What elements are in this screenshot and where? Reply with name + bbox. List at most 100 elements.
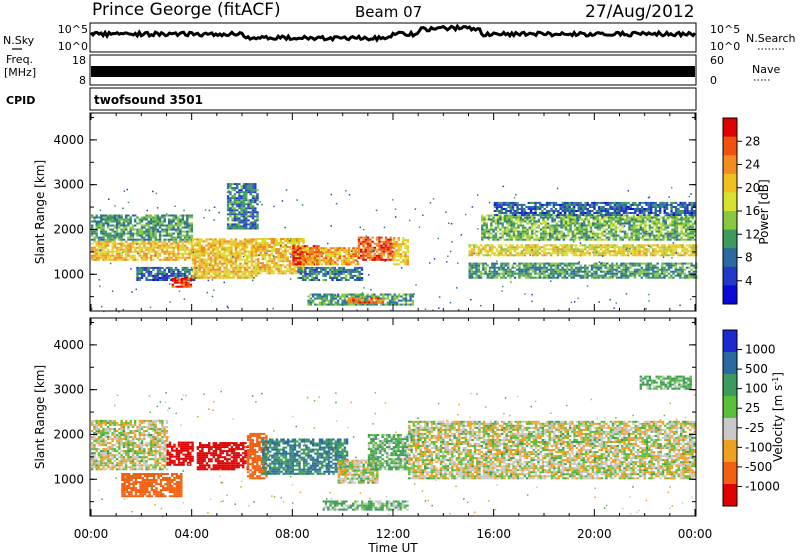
heatmap-cell <box>239 242 242 245</box>
heatmap-cell <box>284 248 287 251</box>
heatmap-cell <box>247 201 250 204</box>
heatmap-cell <box>542 238 545 241</box>
heatmap-cell <box>317 270 321 273</box>
heatmap-cell <box>569 222 572 225</box>
heatmap-cell <box>667 250 671 253</box>
heatmap-cell <box>530 232 534 235</box>
heatmap-cell <box>106 248 110 251</box>
heatmap-cell <box>675 224 679 227</box>
heatmap-cell <box>608 276 612 279</box>
heatmap-cell <box>304 279 307 281</box>
heatmap-cell <box>343 299 347 302</box>
heatmap-cell <box>198 258 201 261</box>
heatmap-cell <box>261 270 264 273</box>
heatmap-cell <box>251 189 255 192</box>
heatmap-cell <box>143 258 146 261</box>
heatmap-cell <box>509 272 512 275</box>
heatmap-cell <box>91 258 94 261</box>
heatmap-cell <box>391 295 394 298</box>
heatmap-cell <box>309 293 313 296</box>
heatmap-cell <box>106 220 110 223</box>
heatmap-cell <box>349 270 352 273</box>
heatmap-cell <box>172 232 175 235</box>
heatmap-cell <box>569 216 572 219</box>
heatmap-cell <box>661 276 664 279</box>
heatmap-cell <box>227 260 231 263</box>
heatmap-cell <box>473 276 476 279</box>
heatmap-cell <box>196 250 199 253</box>
heatmap-cell <box>170 234 173 237</box>
heatmap-cell <box>156 228 160 231</box>
heatmap-cell <box>170 220 173 223</box>
heatmap-cell <box>483 228 486 231</box>
heatmap-cell <box>671 224 674 227</box>
heatmap-cell <box>163 240 166 243</box>
heatmap-cell <box>626 232 629 235</box>
heatmap-cell <box>663 262 666 265</box>
heatmap-cell <box>207 262 210 265</box>
heatmap-cell <box>190 214 194 217</box>
heatmap-cell <box>293 270 296 273</box>
heatmap-cell <box>249 211 252 214</box>
heatmap-cell <box>230 240 233 243</box>
heatmap-cell <box>293 244 296 246</box>
heatmap-cell <box>529 246 533 249</box>
heatmap-cell <box>536 268 539 271</box>
heatmap-cell <box>181 222 184 225</box>
heatmap-cell <box>145 230 148 233</box>
heatmap-cell <box>102 254 105 257</box>
heatmap-cell <box>168 244 171 247</box>
heatmap-cell <box>389 299 392 302</box>
heatmap-cell <box>617 218 620 221</box>
heatmap-cell <box>407 303 410 306</box>
heatmap-cell <box>656 268 659 271</box>
heatmap-cell <box>268 254 271 257</box>
heatmap-cell <box>583 234 586 237</box>
heatmap-cell <box>360 272 364 275</box>
heatmap-cell <box>161 234 164 237</box>
heatmap-cell <box>404 299 408 302</box>
heatmap-cell <box>115 252 119 255</box>
heatmap-cell <box>518 262 521 265</box>
heatmap-cell <box>556 276 560 279</box>
heatmap-cell <box>273 238 276 240</box>
heatmap-cell <box>311 249 314 252</box>
heatmap-cell <box>669 236 672 239</box>
heatmap-cell <box>177 228 180 231</box>
heatmap-cell <box>358 266 361 269</box>
heatmap-cell <box>560 224 563 227</box>
heatmap-cell <box>621 218 624 221</box>
heatmap-cell <box>332 295 335 298</box>
heatmap-cell <box>257 242 260 244</box>
heatmap-cell <box>237 266 240 269</box>
heatmap-cell <box>149 270 153 273</box>
heatmap-cell <box>648 232 652 235</box>
heatmap-cell <box>177 244 180 247</box>
heatmap-cell <box>120 248 123 251</box>
heatmap-cell <box>684 230 688 233</box>
heatmap-cell <box>120 242 123 245</box>
heatmap-cell <box>681 250 684 253</box>
heatmap-cell <box>624 266 628 269</box>
heatmap-cell <box>528 226 531 229</box>
heatmap-cell <box>406 241 409 244</box>
heatmap-cell <box>673 222 676 225</box>
heatmap-cell <box>475 266 478 269</box>
heatmap-cell <box>517 226 520 229</box>
heatmap-cell <box>154 226 157 229</box>
heatmap-cell <box>188 248 191 251</box>
heatmap-cell <box>154 228 157 231</box>
heatmap-cell <box>247 227 250 230</box>
cpid-panel <box>89 87 697 111</box>
heatmap-cell <box>252 260 256 263</box>
heatmap-cell <box>248 272 251 275</box>
heatmap-cell <box>356 277 359 279</box>
heatmap-cell <box>226 205 230 208</box>
heatmap-cell <box>329 261 332 264</box>
heatmap-cell <box>520 246 523 249</box>
heatmap-cell <box>118 252 121 255</box>
heatmap-cell <box>485 214 488 217</box>
heatmap-cell <box>371 248 374 251</box>
heatmap-cell <box>559 262 562 265</box>
heatmap-cell <box>352 251 355 254</box>
